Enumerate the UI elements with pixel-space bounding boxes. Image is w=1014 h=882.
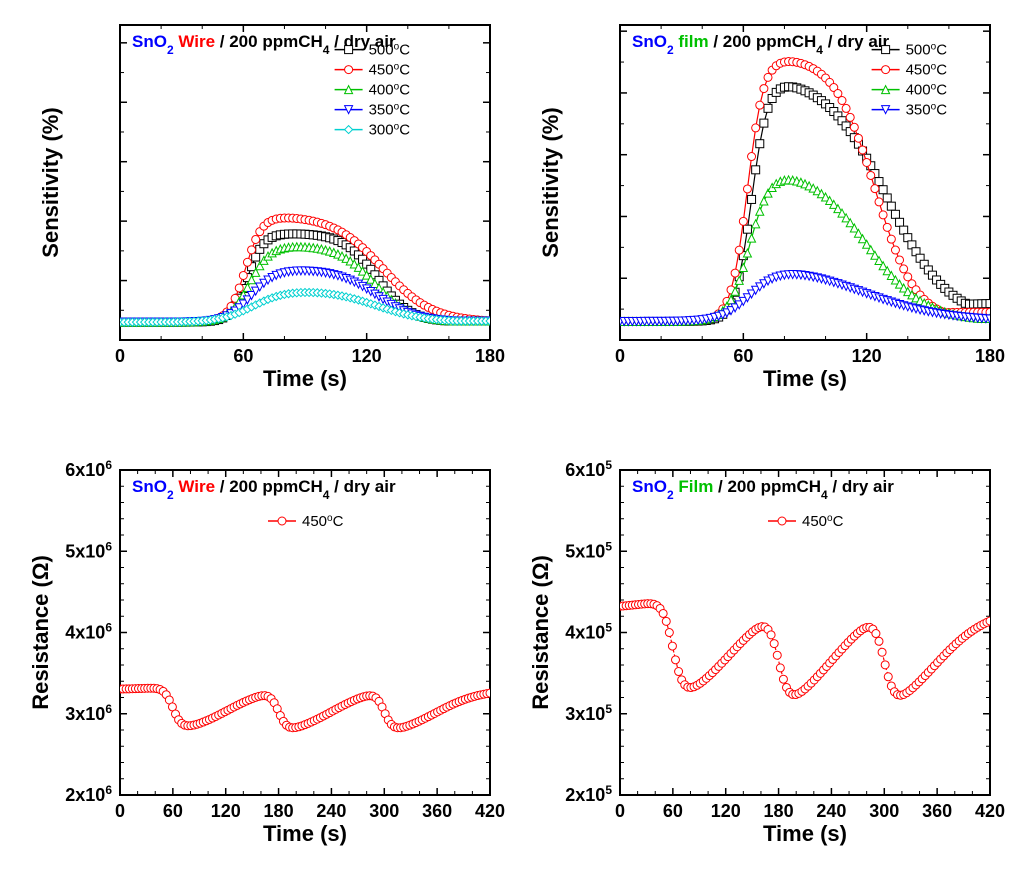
figure-page: 060120180Time (s)Sensitivity (%)SnO2 Wir… <box>0 0 1014 882</box>
svg-text:120: 120 <box>711 801 741 821</box>
legend-entry: 450oC <box>302 513 344 531</box>
panel-bottom-right: 0 60 120 180 240 300 360 420 2x105 3x105 4x105 5x10… <box>530 455 1005 855</box>
svg-text:6x106: 6x106 <box>65 458 112 480</box>
svg-text:0: 0 <box>615 346 625 366</box>
svg-text:0: 0 <box>115 346 125 366</box>
panel-top-left: 060120180Time (s)Sensitivity (%)SnO2 Wir… <box>30 10 505 400</box>
panel-bottom-left: 0 60 120 180 240 300 360 420 2x106 3x106 4x106 5x10… <box>30 455 505 855</box>
panel-top-right: 060120180Time (s)Sensitivity (%)SnO2 fil… <box>530 10 1005 400</box>
y-axis-label: Sensitivity (%) <box>538 107 563 257</box>
svg-text:60: 60 <box>663 801 683 821</box>
legend-entry: 400oC <box>369 81 411 99</box>
x-axis-label: Time (s) <box>763 821 847 846</box>
x-axis-label: Time (s) <box>263 366 347 391</box>
svg-text:360: 360 <box>422 801 452 821</box>
svg-text:60: 60 <box>733 346 753 366</box>
legend-entry: 450oC <box>802 513 844 531</box>
svg-text:2x105: 2x105 <box>565 783 612 805</box>
legend-entry: 350oC <box>906 101 948 119</box>
svg-text:420: 420 <box>475 801 505 821</box>
svg-text:2x106: 2x106 <box>65 783 112 805</box>
svg-text:120: 120 <box>211 801 241 821</box>
x-axis-label: Time (s) <box>263 821 347 846</box>
svg-text:0: 0 <box>615 801 625 821</box>
svg-text:5x106: 5x106 <box>65 539 112 561</box>
legend-entry: 300oC <box>369 121 411 139</box>
legend-entry: 450oC <box>906 61 948 79</box>
legend-entry: 500oC <box>906 41 948 59</box>
svg-text:180: 180 <box>475 346 505 366</box>
y-axis-label: Sensitivity (%) <box>38 107 63 257</box>
svg-text:0: 0 <box>115 801 125 821</box>
svg-text:180: 180 <box>975 346 1005 366</box>
svg-text:180: 180 <box>764 801 794 821</box>
svg-text:60: 60 <box>233 346 253 366</box>
svg-text:4x106: 4x106 <box>65 621 112 643</box>
svg-text:5x105: 5x105 <box>565 539 612 561</box>
svg-text:4x105: 4x105 <box>565 621 612 643</box>
legend-entry: 500oC <box>369 41 411 59</box>
legend-entry: 400oC <box>906 81 948 99</box>
svg-text:60: 60 <box>163 801 183 821</box>
legend-entry: 350oC <box>369 101 411 119</box>
svg-text:3x106: 3x106 <box>65 702 112 724</box>
svg-text:120: 120 <box>352 346 382 366</box>
x-axis-label: Time (s) <box>763 366 847 391</box>
svg-text:300: 300 <box>369 801 399 821</box>
svg-text:120: 120 <box>852 346 882 366</box>
svg-text:300: 300 <box>869 801 899 821</box>
svg-text:180: 180 <box>264 801 294 821</box>
svg-text:360: 360 <box>922 801 952 821</box>
svg-text:240: 240 <box>816 801 846 821</box>
svg-text:420: 420 <box>975 801 1005 821</box>
legend-entry: 450oC <box>369 61 411 79</box>
y-axis-label: Resistance (Ω) <box>30 555 53 710</box>
svg-text:240: 240 <box>316 801 346 821</box>
y-axis-label: Resistance (Ω) <box>530 555 553 710</box>
svg-text:3x105: 3x105 <box>565 702 612 724</box>
svg-text:6x105: 6x105 <box>565 458 612 480</box>
